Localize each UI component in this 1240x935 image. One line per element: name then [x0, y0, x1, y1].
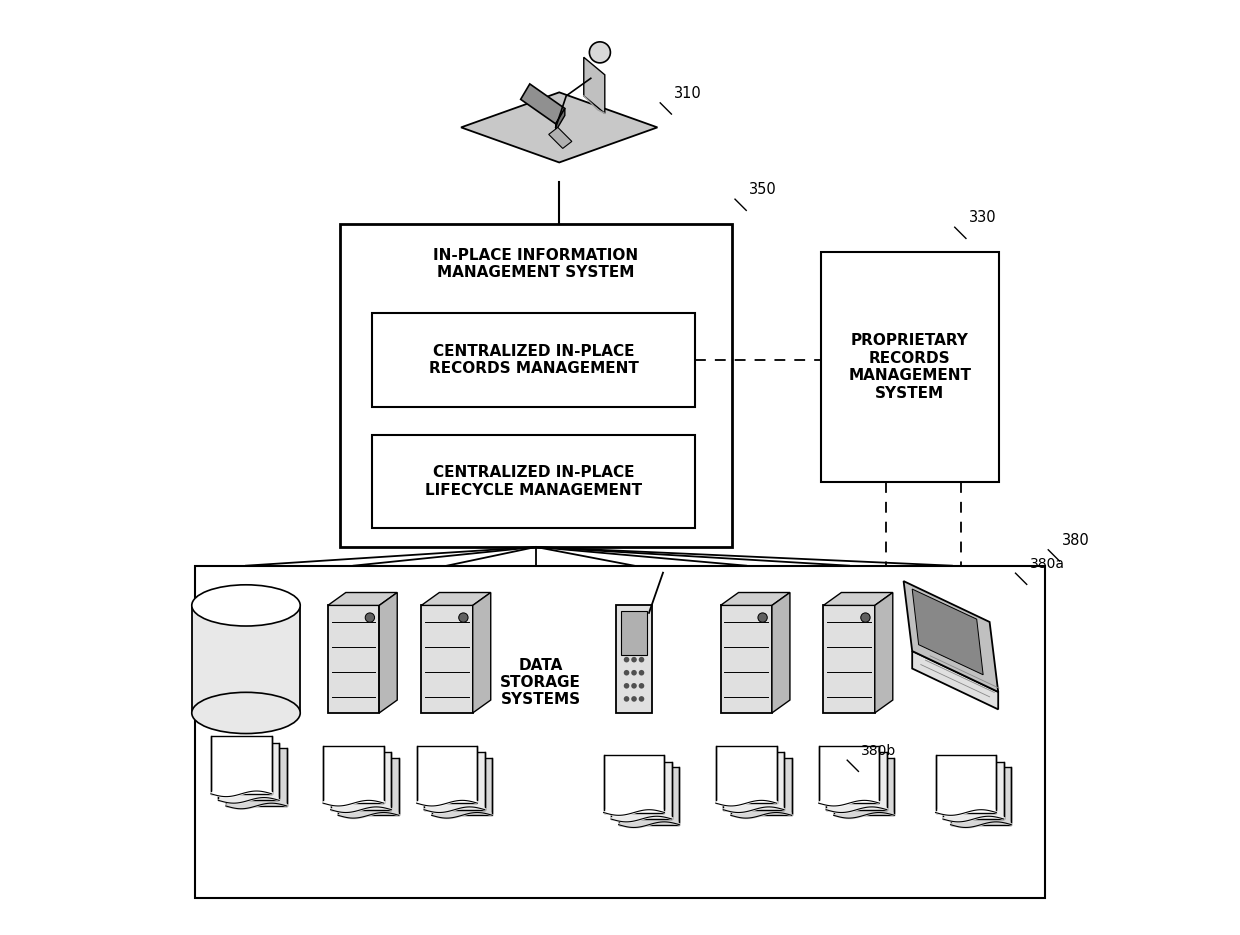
FancyBboxPatch shape: [424, 752, 485, 810]
Polygon shape: [521, 84, 565, 123]
Ellipse shape: [192, 692, 300, 734]
Circle shape: [631, 683, 637, 688]
Polygon shape: [461, 93, 657, 163]
FancyBboxPatch shape: [935, 755, 996, 813]
Circle shape: [631, 696, 637, 701]
Circle shape: [589, 42, 610, 63]
Circle shape: [624, 656, 630, 662]
FancyBboxPatch shape: [192, 606, 300, 712]
FancyBboxPatch shape: [218, 742, 279, 800]
FancyBboxPatch shape: [226, 748, 286, 806]
Polygon shape: [556, 108, 565, 131]
Text: 350: 350: [749, 182, 776, 197]
FancyBboxPatch shape: [951, 767, 1012, 825]
Circle shape: [459, 613, 467, 623]
Polygon shape: [823, 593, 893, 606]
Circle shape: [639, 656, 645, 662]
Polygon shape: [472, 593, 491, 712]
Circle shape: [624, 696, 630, 701]
Text: PROPRIETARY
RECORDS
MANAGEMENT
SYSTEM: PROPRIETARY RECORDS MANAGEMENT SYSTEM: [848, 334, 971, 400]
Circle shape: [631, 656, 637, 662]
FancyBboxPatch shape: [723, 752, 784, 810]
Ellipse shape: [192, 584, 300, 626]
FancyBboxPatch shape: [604, 755, 665, 813]
Polygon shape: [720, 593, 790, 606]
Polygon shape: [874, 593, 893, 712]
Polygon shape: [379, 593, 397, 712]
Polygon shape: [773, 593, 790, 712]
Text: 380: 380: [1063, 533, 1090, 548]
FancyBboxPatch shape: [619, 767, 680, 825]
Polygon shape: [549, 127, 572, 149]
FancyBboxPatch shape: [327, 606, 379, 712]
FancyBboxPatch shape: [730, 757, 791, 815]
Circle shape: [758, 613, 768, 623]
Polygon shape: [913, 589, 983, 675]
FancyBboxPatch shape: [616, 606, 652, 712]
FancyBboxPatch shape: [339, 757, 399, 815]
Text: IN-PLACE INFORMATION
MANAGEMENT SYSTEM: IN-PLACE INFORMATION MANAGEMENT SYSTEM: [433, 248, 639, 280]
Circle shape: [639, 683, 645, 688]
Polygon shape: [422, 593, 491, 606]
Polygon shape: [584, 57, 605, 113]
FancyBboxPatch shape: [417, 746, 477, 803]
Polygon shape: [327, 593, 397, 606]
FancyBboxPatch shape: [211, 737, 272, 794]
Circle shape: [639, 669, 645, 675]
Text: 380a: 380a: [1029, 557, 1064, 571]
FancyBboxPatch shape: [715, 746, 776, 803]
Text: CENTRALIZED IN-PLACE
RECORDS MANAGEMENT: CENTRALIZED IN-PLACE RECORDS MANAGEMENT: [429, 344, 639, 376]
Text: DATA
STORAGE
SYSTEMS: DATA STORAGE SYSTEMS: [500, 657, 582, 708]
Circle shape: [366, 613, 374, 623]
FancyBboxPatch shape: [944, 761, 1004, 819]
Circle shape: [861, 613, 870, 623]
FancyBboxPatch shape: [621, 611, 647, 654]
Text: 330: 330: [968, 210, 997, 225]
Text: CENTRALIZED IN-PLACE
LIFECYCLE MANAGEMENT: CENTRALIZED IN-PLACE LIFECYCLE MANAGEMEN…: [425, 466, 642, 497]
FancyBboxPatch shape: [422, 606, 472, 712]
Circle shape: [624, 683, 630, 688]
FancyBboxPatch shape: [611, 761, 672, 819]
Polygon shape: [904, 581, 998, 692]
Text: 310: 310: [675, 86, 702, 101]
FancyBboxPatch shape: [720, 606, 773, 712]
FancyBboxPatch shape: [324, 746, 384, 803]
FancyBboxPatch shape: [818, 746, 879, 803]
FancyBboxPatch shape: [432, 757, 492, 815]
FancyBboxPatch shape: [826, 752, 887, 810]
FancyBboxPatch shape: [833, 757, 894, 815]
Text: 380b: 380b: [862, 744, 897, 758]
FancyBboxPatch shape: [823, 606, 874, 712]
Polygon shape: [913, 651, 998, 710]
Circle shape: [624, 669, 630, 675]
FancyBboxPatch shape: [331, 752, 392, 810]
Circle shape: [639, 696, 645, 701]
Circle shape: [631, 669, 637, 675]
